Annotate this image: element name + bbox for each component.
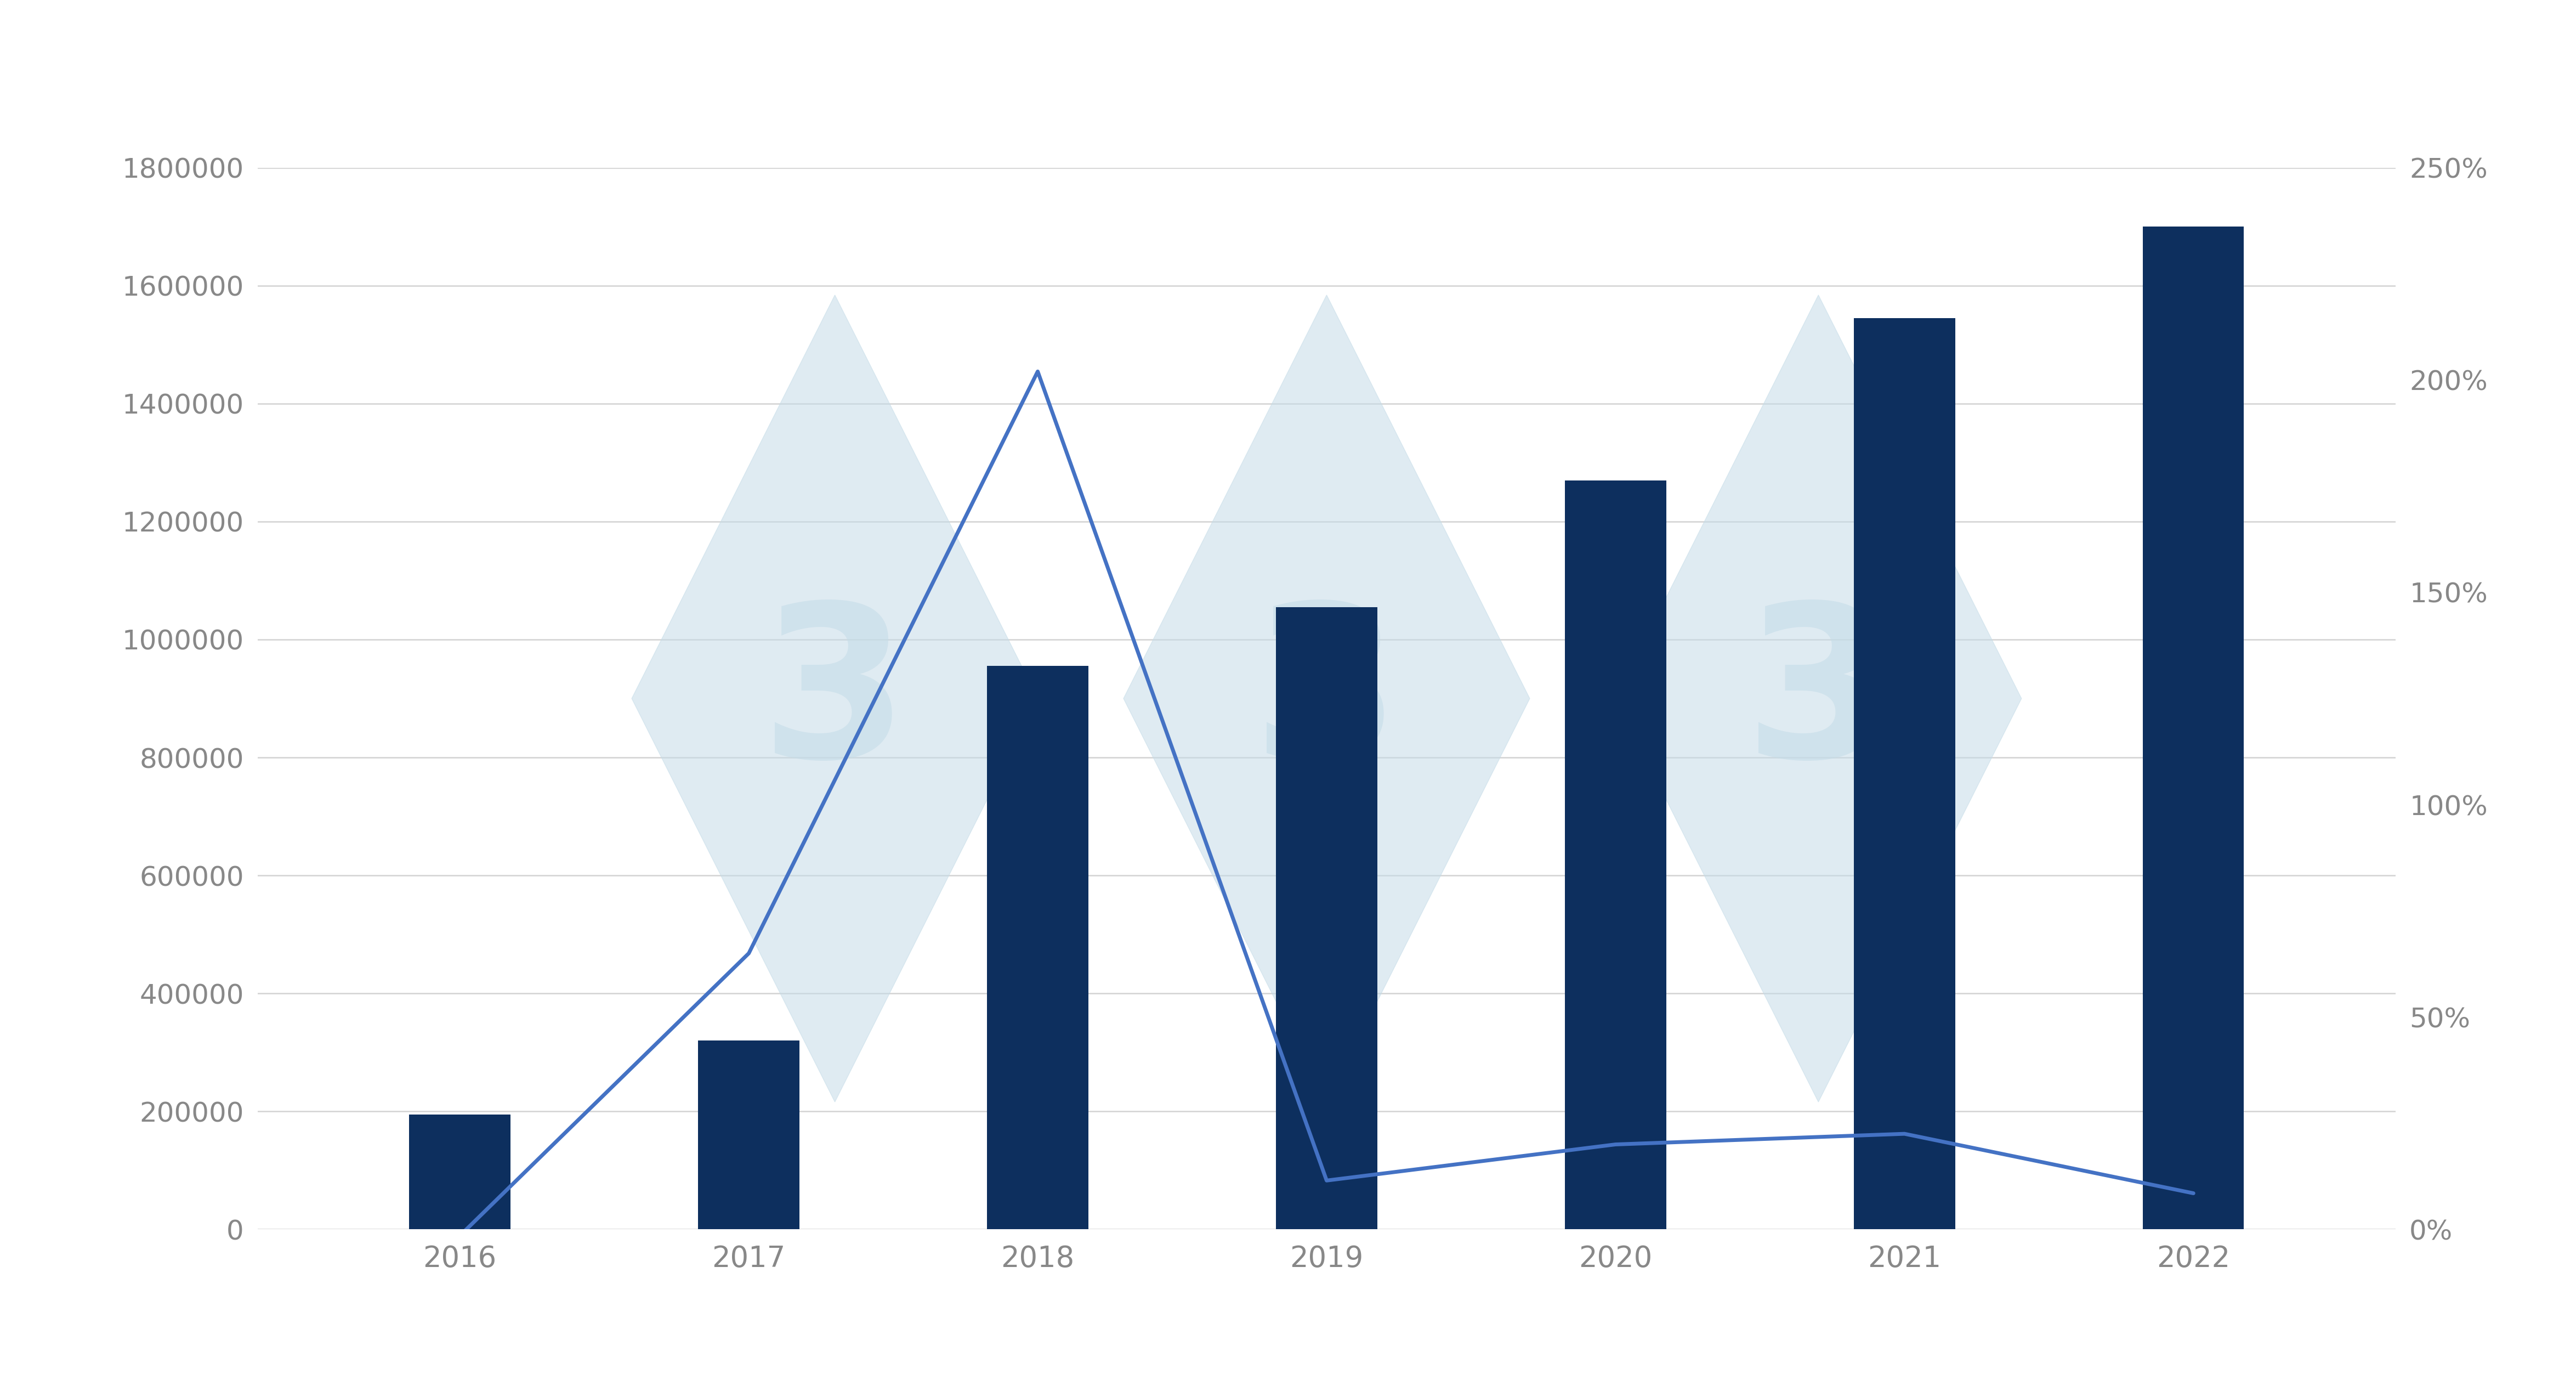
- Polygon shape: [631, 295, 1038, 1102]
- Text: 3: 3: [1744, 595, 1893, 802]
- Bar: [1855, 319, 1955, 1229]
- Bar: [410, 1115, 510, 1229]
- Text: 3: 3: [1252, 595, 1401, 802]
- Text: 3: 3: [760, 595, 909, 802]
- Polygon shape: [1123, 295, 1530, 1102]
- Bar: [987, 666, 1087, 1229]
- Polygon shape: [1615, 295, 2022, 1102]
- Bar: [2143, 226, 2244, 1229]
- Bar: [1275, 608, 1378, 1229]
- Bar: [698, 1041, 799, 1229]
- Bar: [1566, 481, 1667, 1229]
